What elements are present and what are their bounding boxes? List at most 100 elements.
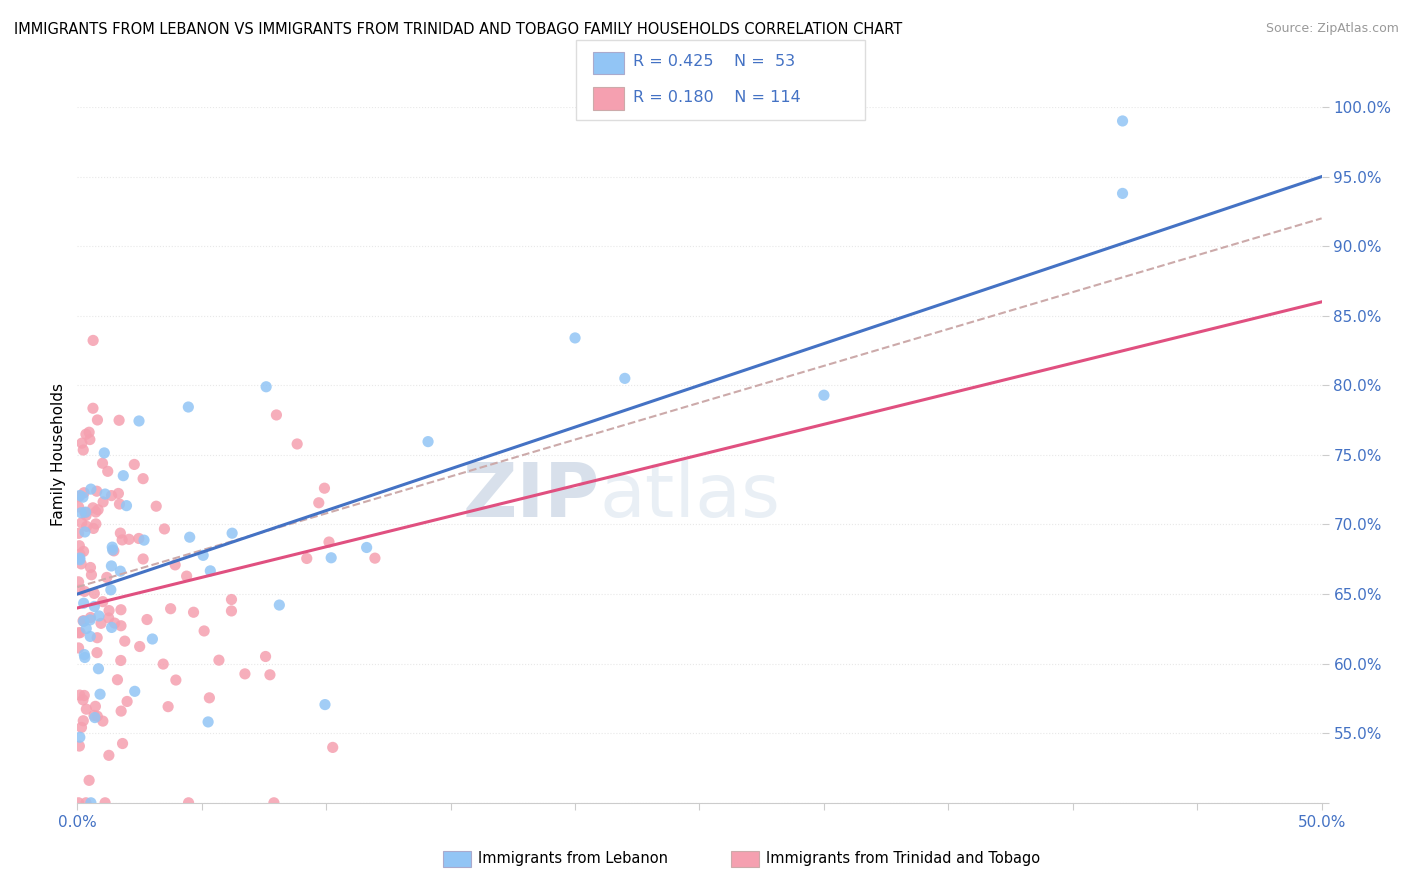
Point xyxy=(87,502,110,516)
Point xyxy=(101,543,124,558)
Point xyxy=(67,490,90,504)
Point xyxy=(83,586,105,600)
Point xyxy=(107,673,129,687)
Point xyxy=(108,497,131,511)
Point xyxy=(79,613,101,627)
Point xyxy=(107,486,129,500)
Point xyxy=(285,437,308,451)
Point xyxy=(69,547,91,561)
Text: ZIP: ZIP xyxy=(463,460,600,533)
Point xyxy=(128,640,150,654)
Point xyxy=(70,557,93,571)
Point xyxy=(564,331,586,345)
Point xyxy=(314,698,336,712)
Point xyxy=(73,689,96,703)
Point xyxy=(77,425,100,440)
Point xyxy=(110,564,132,578)
Point xyxy=(308,496,330,510)
Point xyxy=(165,673,187,687)
Text: Immigrants from Trinidad and Tobago: Immigrants from Trinidad and Tobago xyxy=(766,852,1040,866)
Point xyxy=(318,535,340,549)
Point xyxy=(72,443,94,458)
Point xyxy=(813,388,835,402)
Point xyxy=(356,541,378,555)
Point xyxy=(98,603,121,617)
Point xyxy=(1111,186,1133,201)
Point xyxy=(416,434,439,449)
Point xyxy=(91,595,114,609)
Point xyxy=(254,649,277,664)
Point xyxy=(80,482,103,496)
Point xyxy=(75,622,97,636)
Point xyxy=(69,582,91,597)
Point xyxy=(84,505,107,519)
Point xyxy=(613,371,636,385)
Point xyxy=(70,436,93,450)
Point xyxy=(72,614,94,628)
Point xyxy=(97,611,120,625)
Point xyxy=(79,560,101,574)
Point xyxy=(111,737,134,751)
Point xyxy=(96,570,118,584)
Point xyxy=(86,646,108,660)
Point xyxy=(73,584,96,599)
Point xyxy=(67,526,90,541)
Point xyxy=(73,485,96,500)
Point xyxy=(73,648,96,662)
Text: IMMIGRANTS FROM LEBANON VS IMMIGRANTS FROM TRINIDAD AND TOBAGO FAMILY HOUSEHOLDS: IMMIGRANTS FROM LEBANON VS IMMIGRANTS FR… xyxy=(14,22,903,37)
Point xyxy=(72,544,94,558)
Point xyxy=(177,400,200,414)
Point xyxy=(101,540,124,554)
Point xyxy=(100,489,122,503)
Point xyxy=(111,533,134,547)
Point xyxy=(1111,114,1133,128)
Point xyxy=(73,614,96,628)
Point xyxy=(176,569,198,583)
Point xyxy=(91,456,114,470)
Point xyxy=(76,519,98,533)
Point xyxy=(103,544,125,558)
Point xyxy=(295,551,318,566)
Point xyxy=(104,616,127,631)
Point xyxy=(100,620,122,634)
Point xyxy=(263,796,285,810)
Point xyxy=(84,699,107,714)
Point xyxy=(124,458,146,472)
Point xyxy=(108,413,131,427)
Point xyxy=(72,693,94,707)
Point xyxy=(90,616,112,631)
Y-axis label: Family Households: Family Households xyxy=(51,384,66,526)
Point xyxy=(159,601,181,615)
Point xyxy=(75,427,97,442)
Point xyxy=(110,704,132,718)
Point xyxy=(208,653,231,667)
Point xyxy=(128,414,150,428)
Point xyxy=(115,499,138,513)
Point xyxy=(132,472,155,486)
Point xyxy=(67,500,90,514)
Point xyxy=(177,796,200,810)
Point xyxy=(191,549,214,563)
Point xyxy=(97,464,120,478)
Point xyxy=(93,446,115,460)
Point xyxy=(80,796,103,810)
Point xyxy=(259,667,281,681)
Point xyxy=(69,625,91,640)
Point xyxy=(86,484,108,499)
Point xyxy=(132,552,155,566)
Point xyxy=(179,530,201,544)
Point xyxy=(183,605,205,619)
Point xyxy=(67,539,90,553)
Text: Immigrants from Lebanon: Immigrants from Lebanon xyxy=(478,852,668,866)
Point xyxy=(152,657,174,671)
Text: R = 0.425    N =  53: R = 0.425 N = 53 xyxy=(633,54,794,69)
Point xyxy=(145,500,167,514)
Point xyxy=(136,613,159,627)
Point xyxy=(77,773,100,788)
Point xyxy=(165,558,187,572)
Point xyxy=(100,558,122,573)
Point xyxy=(83,599,105,614)
Point xyxy=(153,522,176,536)
Point xyxy=(200,564,222,578)
Point xyxy=(114,634,136,648)
